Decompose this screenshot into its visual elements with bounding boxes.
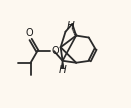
- Text: H: H: [59, 65, 66, 75]
- Text: O: O: [26, 28, 33, 38]
- Text: H: H: [67, 21, 75, 31]
- Text: O: O: [52, 46, 59, 56]
- Polygon shape: [62, 61, 64, 68]
